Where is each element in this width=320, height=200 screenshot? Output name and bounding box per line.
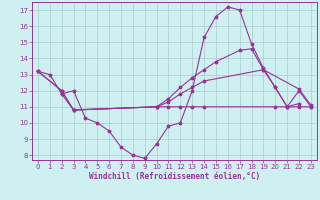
X-axis label: Windchill (Refroidissement éolien,°C): Windchill (Refroidissement éolien,°C) [89, 172, 260, 181]
